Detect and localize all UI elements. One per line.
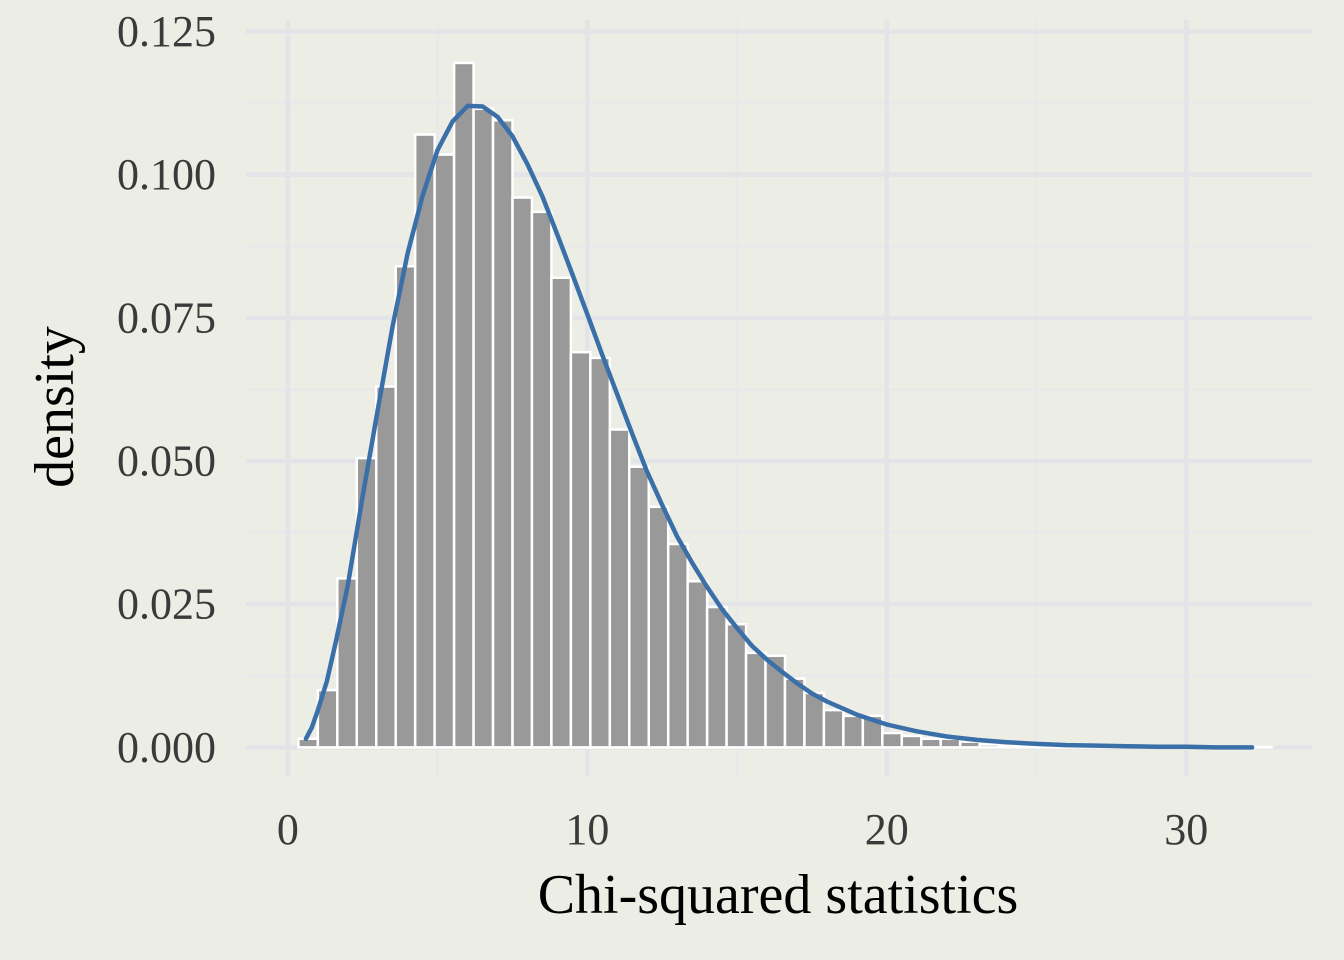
x-tick-label: 10: [565, 805, 609, 854]
histogram-bar: [628, 465, 650, 749]
histogram-bar: [491, 118, 514, 749]
histogram-bar: [900, 734, 923, 749]
histogram-bar: [472, 107, 495, 749]
histogram-bar: [686, 580, 709, 749]
y-tick-label: 0.125: [117, 7, 216, 56]
histogram-bar: [919, 737, 942, 749]
y-tick-label: 0.050: [117, 437, 216, 486]
x-axis-title: Chi-squared statistics: [538, 864, 1019, 926]
histogram-bar: [647, 505, 670, 749]
histogram-bar: [297, 737, 320, 749]
y-axis-tick-labels: 0.000 0.025 0.050 0.075 0.100 0.125: [117, 7, 216, 772]
x-tick-label: 0: [277, 805, 299, 854]
histogram-bar: [589, 356, 612, 749]
y-tick-label: 0.000: [117, 723, 216, 772]
histogram-bar: [978, 743, 1001, 749]
histogram-bar: [569, 350, 592, 749]
histogram-bar: [608, 428, 631, 749]
histogram-bar: [881, 731, 904, 749]
y-tick-label: 0.075: [117, 293, 216, 342]
histogram-bar: [511, 196, 534, 749]
histogram-bar: [939, 737, 962, 749]
histogram-bar: [958, 740, 981, 749]
x-axis-tick-labels: 0 10 20 30: [277, 805, 1208, 854]
histogram-bar: [725, 622, 748, 749]
y-tick-label: 0.025: [117, 580, 216, 629]
histogram-bar: [394, 265, 417, 749]
histogram-bar: [803, 691, 826, 749]
histogram-bar: [1250, 745, 1273, 749]
histogram-bar: [375, 385, 397, 749]
histogram-bar: [666, 542, 689, 749]
histogram-bar: [413, 133, 436, 749]
histogram-bar: [336, 577, 359, 749]
histogram-bar: [530, 210, 553, 749]
density-curve: [303, 103, 1255, 750]
histogram-bar: [997, 744, 1020, 749]
x-tick-label: 30: [1164, 805, 1208, 854]
x-tick-label: 20: [865, 805, 909, 854]
histogram-bar: [822, 708, 845, 749]
histogram-bar: [452, 61, 475, 749]
histogram-bar: [842, 714, 865, 749]
histogram-bar: [705, 605, 728, 749]
histogram-bar: [433, 153, 456, 749]
y-tick-label: 0.100: [117, 150, 216, 199]
y-axis-title: density: [24, 326, 86, 488]
plot-panel: [246, 20, 1312, 776]
histogram-bar: [550, 276, 573, 749]
histogram-bar: [744, 651, 767, 749]
